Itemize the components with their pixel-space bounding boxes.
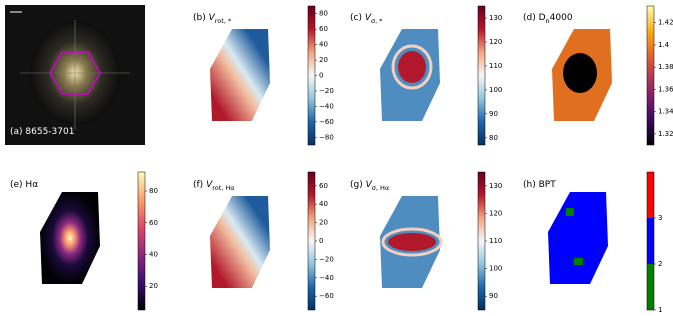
colorbar-tick-label: 1.4 — [658, 41, 670, 49]
colorbar-tick-label: 100 — [489, 86, 502, 94]
colorbar-tick-label: 40 — [149, 250, 158, 258]
panel-title: (f) Vrot, Hα — [193, 180, 235, 193]
title-part: σ, * — [371, 17, 383, 25]
colorbar-tick-label: 80 — [319, 10, 328, 18]
map — [40, 192, 100, 284]
title-part: V — [209, 13, 216, 23]
dispersion-core — [388, 233, 436, 251]
colorbar-tick-label: 100 — [489, 265, 502, 273]
map — [552, 29, 612, 121]
map — [380, 196, 443, 288]
dispersion-edge — [381, 227, 443, 257]
colorbar-tick-label: 1.32 — [658, 130, 673, 138]
colorbar-tick-label: −60 — [319, 292, 334, 300]
title-part: V — [366, 180, 373, 190]
bpt-spot — [566, 208, 574, 216]
velocity-map — [210, 29, 270, 121]
panel-title: (d) Dn4000 — [523, 13, 573, 26]
halpha-map — [40, 192, 100, 284]
ifu-footprint — [49, 51, 101, 95]
panel-title: (h) BPT — [523, 180, 556, 190]
colorbar-tick-label: 1.34 — [658, 108, 673, 116]
panel-title: (a) 8655-3701 — [10, 127, 74, 137]
title-part: (c) — [350, 13, 365, 23]
colorbar-tick-label: 60 — [149, 219, 158, 227]
colorbar-tick-label: 1.42 — [658, 19, 673, 27]
colorbar-tick-label: 80 — [489, 134, 498, 142]
title-part: rot, Hα — [212, 184, 234, 192]
colorbar-tick-label: 1 — [658, 306, 662, 314]
colorbar-tick-label: −80 — [319, 133, 334, 141]
title-part: (b) — [193, 13, 209, 23]
panel-title: (c) Vσ, * — [350, 13, 383, 26]
colorbar — [137, 171, 146, 311]
title-part: (a) 8655-3701 — [10, 127, 74, 137]
colorbar-tick-label: −40 — [319, 102, 334, 110]
title-part: 4000 — [550, 13, 573, 23]
colorbar-tick-label: −20 — [319, 87, 334, 95]
colorbar-tick-label: 2 — [658, 260, 662, 268]
title-part: (d) D — [523, 13, 546, 23]
panel-title: (e) Hα — [10, 180, 38, 190]
colorbar-tick-label: 80 — [149, 187, 158, 195]
map — [548, 192, 608, 284]
colorbar-tick-label: 0 — [319, 72, 323, 80]
map — [210, 29, 270, 121]
colorbar — [307, 5, 316, 146]
dispersion-core — [398, 51, 426, 83]
title-part: n — [546, 17, 550, 25]
colorbar-tick-label: 110 — [489, 237, 502, 245]
colorbar-tick-label: 60 — [319, 182, 328, 190]
colorbar-tick-label: 20 — [149, 282, 158, 290]
title-part: (h) BPT — [523, 180, 556, 190]
colorbar — [477, 171, 486, 311]
title-part: (e) Hα — [10, 180, 38, 190]
colorbar-tick-label: 110 — [489, 62, 502, 70]
colorbar-tick-label: 90 — [489, 110, 498, 118]
colorbar-tick-label: 120 — [489, 209, 502, 217]
title-part: σ, Hα — [372, 184, 389, 192]
colorbar-tick-label: −60 — [319, 118, 334, 126]
colorbar-tick-label: 1.38 — [658, 63, 673, 71]
colorbar — [307, 171, 316, 311]
colorbar-tick-label: 120 — [489, 38, 502, 46]
title-part: (g) — [350, 180, 366, 190]
colorbar-tick-label: 60 — [319, 25, 328, 33]
bpt-map — [548, 192, 608, 284]
image-panel — [5, 5, 145, 145]
colorbar-tick-label: 20 — [319, 219, 328, 227]
title-part: rot, * — [215, 17, 232, 25]
panel-title: (g) Vσ, Hα — [350, 180, 389, 193]
panel-title: (b) Vrot, * — [193, 13, 232, 26]
map — [210, 196, 270, 288]
colorbar-tick-label: 20 — [319, 56, 328, 64]
colorbar — [477, 5, 486, 146]
colorbar-tick-label: 0 — [319, 237, 323, 245]
bpt-spot — [574, 258, 583, 265]
title-part: V — [206, 180, 213, 190]
title-part: V — [365, 13, 372, 23]
colorbar-tick-label: 3 — [658, 214, 662, 222]
colorbar-tick-label: 40 — [319, 41, 328, 49]
colorbar-tick-label: −20 — [319, 255, 334, 263]
colorbar-tick-label: 90 — [489, 292, 498, 300]
colorbar-tick-label: 1.36 — [658, 85, 673, 93]
dispersion-edge — [391, 44, 433, 90]
velocity-map — [210, 196, 270, 288]
title-part: (f) — [193, 180, 206, 190]
colorbar-tick-label: 130 — [489, 14, 502, 22]
colorbar — [646, 171, 655, 311]
colorbar-tick-label: 130 — [489, 182, 502, 190]
colorbar — [646, 5, 655, 146]
colorbar-tick-label: 40 — [319, 200, 328, 208]
map — [380, 29, 440, 121]
colorbar-tick-label: −40 — [319, 274, 334, 282]
dn4000-core — [563, 53, 597, 93]
